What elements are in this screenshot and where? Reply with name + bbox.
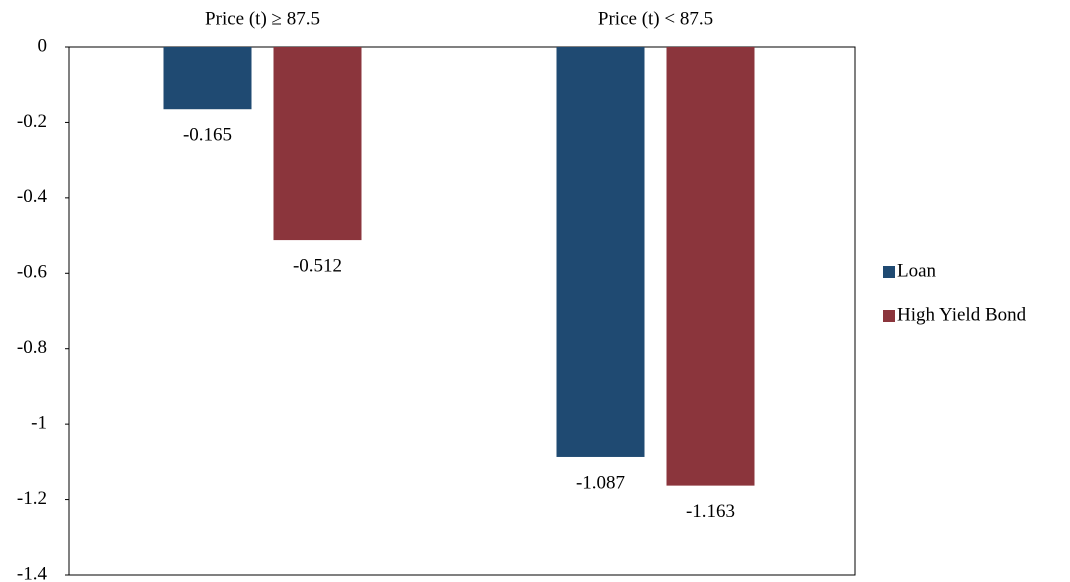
bar: [556, 47, 645, 457]
y-tick-label: -1: [31, 413, 47, 434]
y-tick-label: -0.4: [17, 186, 48, 207]
data-label: -1.087: [576, 472, 625, 493]
bar: [163, 47, 252, 110]
y-tick-label: -0.2: [17, 111, 47, 132]
bar: [273, 47, 362, 241]
category-label: Price (t) < 87.5: [598, 8, 713, 29]
y-tick-label: -1.4: [17, 563, 48, 582]
data-label: -0.512: [293, 255, 342, 276]
legend-swatch: [883, 310, 895, 322]
legend-label: High Yield Bond: [897, 304, 1027, 325]
legend-swatch: [883, 266, 895, 278]
data-label: -0.165: [183, 125, 232, 146]
y-tick-label: 0: [38, 35, 48, 56]
y-tick-label: -1.2: [17, 488, 47, 509]
data-label: -1.163: [686, 501, 735, 522]
y-tick-label: -0.6: [17, 262, 47, 283]
plot-frame: [68, 46, 856, 576]
bar: [666, 47, 755, 486]
y-tick-label: -0.8: [17, 337, 47, 358]
legend-label: Loan: [897, 260, 937, 281]
category-label: Price (t) ≥ 87.5: [205, 8, 320, 29]
